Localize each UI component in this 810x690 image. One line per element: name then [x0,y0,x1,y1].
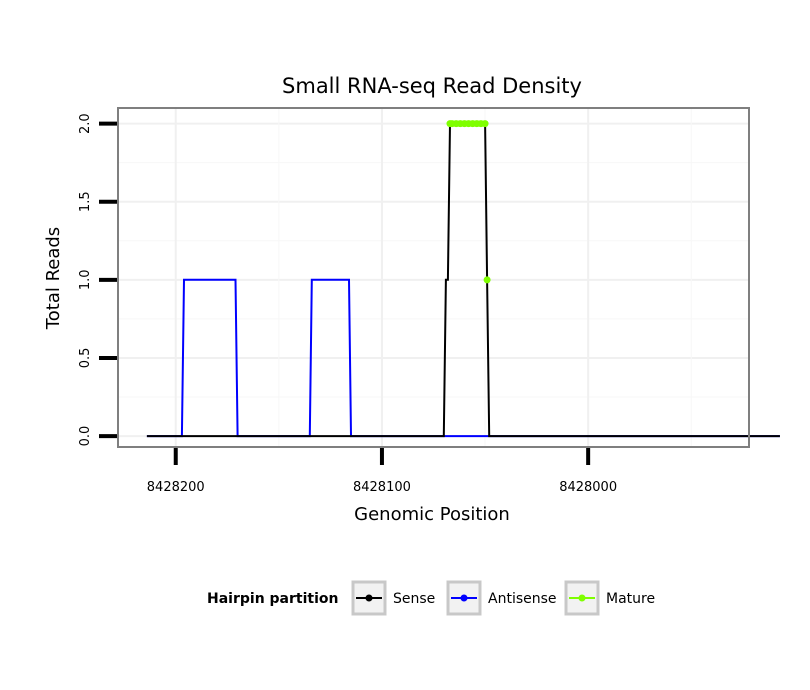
series-line-antisense [146,278,780,438]
x-tick-label-2: 8428000 [559,480,617,495]
legend-label-antisense: Antisense [488,591,557,607]
x-tick-label-0: 8428200 [147,480,205,495]
legend-key-point-sense [365,594,373,602]
legend-key-point-mature [578,594,586,602]
x-tick-label-1: 8428100 [353,480,411,495]
y-tick-label-3: 1.5 [78,191,93,212]
grid-lines [118,108,749,447]
legend-keys [351,580,600,616]
legend: Hairpin partition Sense Antisense Mature [207,580,655,616]
legend-title: Hairpin partition [207,591,338,607]
chart-title: Small RNA-seq Read Density [282,74,582,98]
legend-label-mature: Mature [606,591,655,607]
mature-point-10 [483,276,491,284]
legend-label-sense: Sense [393,591,435,607]
x-axis: 8428200 8428100 8428000 [147,448,617,495]
legend-key-point-antisense [460,594,468,602]
x-axis-title: Genomic Position [354,504,510,525]
y-tick-label-0: 0.0 [78,426,93,447]
y-axis-title: Total Reads [43,227,64,330]
y-axis: 0.0 0.5 1.0 1.5 2.0 [78,113,117,446]
y-tick-label-1: 0.5 [78,348,93,369]
plot-series [146,120,780,438]
y-tick-label-2: 1.0 [78,269,93,290]
y-tick-label-4: 2.0 [78,113,93,134]
panel-border [117,107,750,448]
